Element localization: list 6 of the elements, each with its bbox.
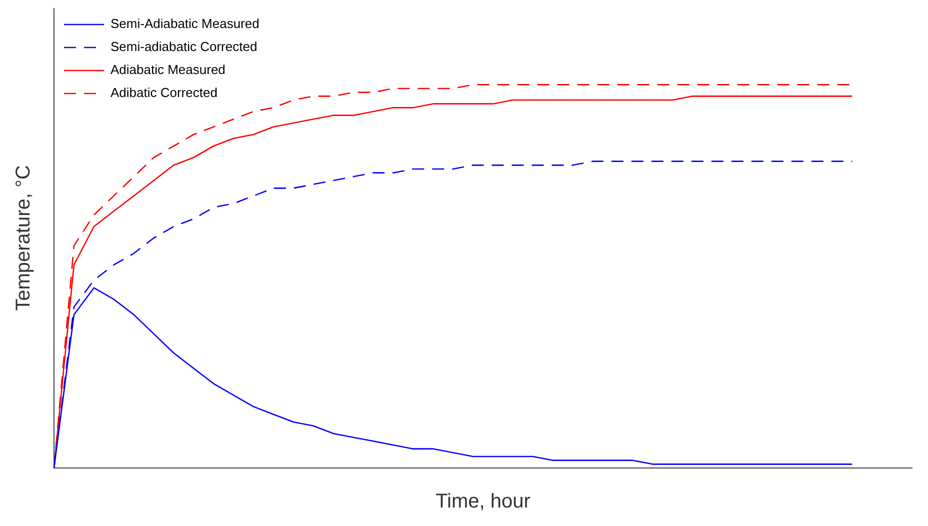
x-axis-title: Time, hour: [436, 490, 531, 513]
y-axis-title: Temperature, °C: [12, 165, 35, 311]
legend-label: Adibatic Corrected: [110, 85, 218, 100]
legend-label: Adiabatic Measured: [110, 62, 226, 78]
legend-label: Semi-adiabatic Corrected: [110, 39, 258, 54]
legend-label: Semi-Adiabatic Measured: [110, 16, 260, 32]
